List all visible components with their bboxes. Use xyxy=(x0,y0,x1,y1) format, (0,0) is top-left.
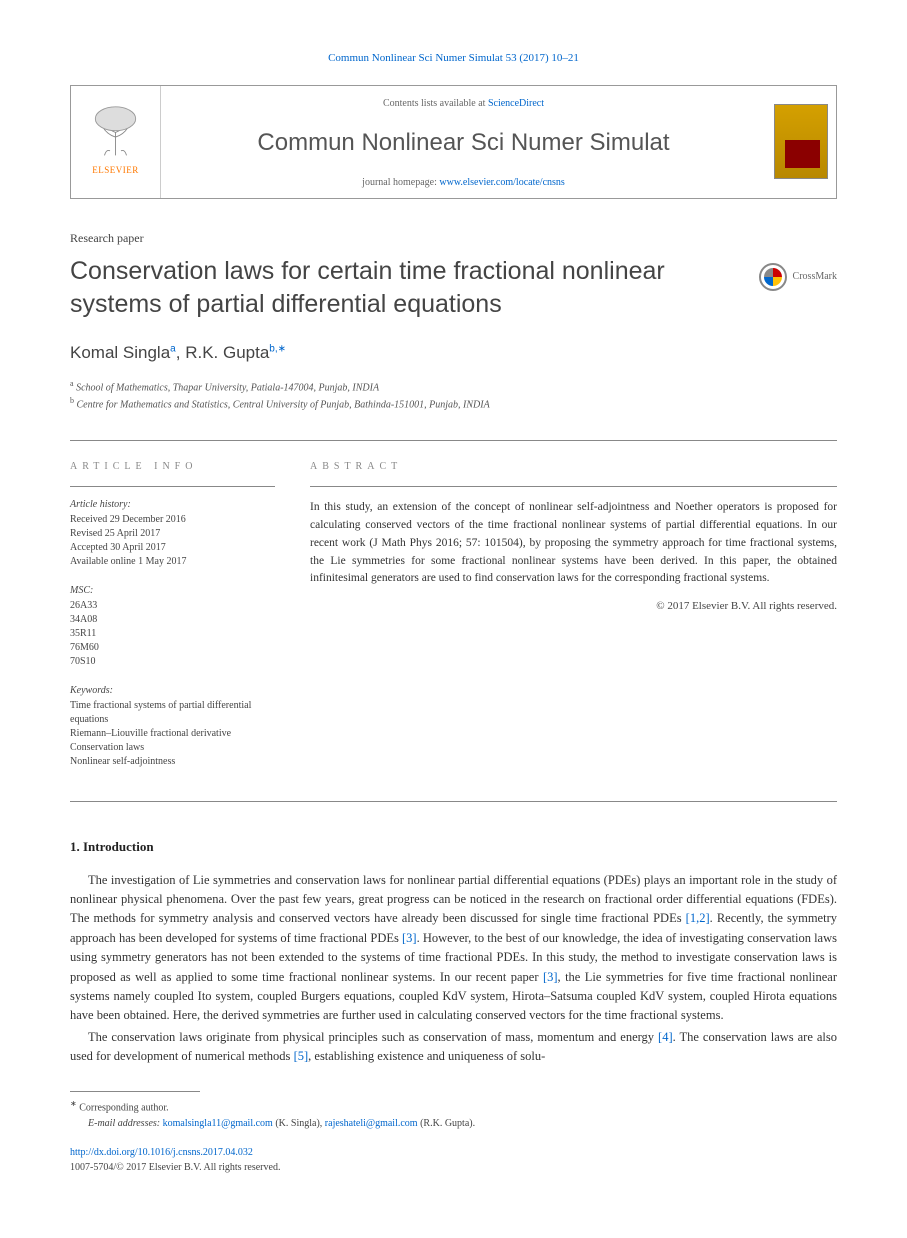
journal-header: ELSEVIER Contents lists available at Sci… xyxy=(70,85,837,199)
body-paragraph-1: The investigation of Lie symmetries and … xyxy=(70,871,837,1026)
top-rule xyxy=(70,440,837,441)
footnotes: ∗ Corresponding author. E-mail addresses… xyxy=(70,1098,837,1130)
footnote-rule xyxy=(70,1091,200,1092)
keyword: Conservation laws xyxy=(70,741,275,755)
corr-text: Corresponding author. xyxy=(77,1103,169,1114)
affiliations: a School of Mathematics, Thapar Universi… xyxy=(70,378,837,413)
journal-title: Commun Nonlinear Sci Numer Simulat xyxy=(171,125,756,161)
issn-copyright-line: 1007-5704/© 2017 Elsevier B.V. All right… xyxy=(70,1160,837,1175)
history-accepted: Accepted 30 April 2017 xyxy=(70,541,275,555)
msc-code: 34A08 xyxy=(70,613,275,627)
body-paragraph-2: The conservation laws originate from phy… xyxy=(70,1028,837,1067)
crossmark-badge[interactable]: CrossMark xyxy=(759,263,837,291)
contents-prefix: Contents lists available at xyxy=(383,98,488,109)
citation-link[interactable]: [3] xyxy=(402,931,417,945)
email-attribution: (K. Singla), xyxy=(273,1118,325,1129)
author-email-link[interactable]: rajeshateli@gmail.com xyxy=(325,1118,418,1129)
affil-a-text: School of Mathematics, Thapar University… xyxy=(76,382,379,393)
bottom-rule xyxy=(70,801,837,802)
msc-code: 35R11 xyxy=(70,627,275,641)
msc-code: 76M60 xyxy=(70,641,275,655)
corresponding-author-note: ∗ Corresponding author. xyxy=(70,1098,837,1115)
homepage-prefix: journal homepage: xyxy=(362,177,439,188)
article-info-label: article info xyxy=(70,459,275,474)
msc-codes: MSC: 26A33 34A08 35R11 76M60 70S10 xyxy=(70,583,275,669)
citation-link[interactable]: [1,2] xyxy=(686,911,710,925)
affil-b-sup: b xyxy=(70,396,74,405)
affiliation-b: b Centre for Mathematics and Statistics,… xyxy=(70,395,837,412)
abstract-text: In this study, an extension of the conce… xyxy=(310,499,837,588)
email-addresses: E-mail addresses: komalsingla11@gmail.co… xyxy=(70,1116,837,1131)
abstract-rule xyxy=(310,486,837,487)
citation-link[interactable]: [4] xyxy=(658,1030,673,1044)
authors: Komal Singlaa, R.K. Guptab,∗ xyxy=(70,340,837,366)
affiliation-a: a School of Mathematics, Thapar Universi… xyxy=(70,378,837,395)
paper-type: Research paper xyxy=(70,229,837,247)
affil-b-text: Centre for Mathematics and Statistics, C… xyxy=(77,399,490,410)
contents-available-line: Contents lists available at ScienceDirec… xyxy=(171,96,756,111)
corr-sup: ∗ xyxy=(70,1099,77,1108)
journal-cover-thumbnail[interactable] xyxy=(766,86,836,198)
sciencedirect-link[interactable]: ScienceDirect xyxy=(488,98,544,109)
msc-code: 26A33 xyxy=(70,599,275,613)
keyword: Nonlinear self-adjointness xyxy=(70,755,275,769)
author-separator: , xyxy=(176,343,185,362)
author-2: R.K. Gupta xyxy=(185,343,269,362)
citation-link[interactable]: [3] xyxy=(543,970,558,984)
email-attribution: (R.K. Gupta). xyxy=(418,1118,476,1129)
homepage-line: journal homepage: www.elsevier.com/locat… xyxy=(171,175,756,190)
header-center: Contents lists available at ScienceDirec… xyxy=(161,86,766,198)
publisher-logo[interactable]: ELSEVIER xyxy=(71,86,161,198)
doi-link[interactable]: http://dx.doi.org/10.1016/j.cnsns.2017.0… xyxy=(70,1147,253,1158)
para-text: , establishing existence and uniqueness … xyxy=(308,1049,545,1063)
cover-image xyxy=(774,104,828,179)
info-rule xyxy=(70,486,275,487)
paper-title: Conservation laws for certain time fract… xyxy=(70,255,739,323)
history-received: Received 29 December 2016 xyxy=(70,513,275,527)
journal-reference: Commun Nonlinear Sci Numer Simulat 53 (2… xyxy=(70,50,837,67)
msc-title: MSC: xyxy=(70,583,275,598)
abstract-column: abstract In this study, an extension of … xyxy=(310,459,837,783)
article-history: Article history: Received 29 December 20… xyxy=(70,497,275,569)
elsevier-tree-icon xyxy=(88,105,143,160)
keyword: Riemann–Liouville fractional derivative xyxy=(70,727,275,741)
affil-a-sup: a xyxy=(70,379,74,388)
history-revised: Revised 25 April 2017 xyxy=(70,527,275,541)
keywords: Keywords: Time fractional systems of par… xyxy=(70,683,275,769)
section-heading-introduction: 1. Introduction xyxy=(70,837,837,857)
history-online: Available online 1 May 2017 xyxy=(70,555,275,569)
doi-block: http://dx.doi.org/10.1016/j.cnsns.2017.0… xyxy=(70,1145,837,1175)
author-2-affil-sup: b,∗ xyxy=(269,343,286,354)
author-email-link[interactable]: komalsingla11@gmail.com xyxy=(163,1118,273,1129)
crossmark-label: CrossMark xyxy=(793,269,837,284)
email-label: E-mail addresses: xyxy=(88,1118,163,1129)
author-1: Komal Singla xyxy=(70,343,170,362)
citation-link[interactable]: [5] xyxy=(294,1049,309,1063)
homepage-link[interactable]: www.elsevier.com/locate/cnsns xyxy=(439,177,564,188)
msc-code: 70S10 xyxy=(70,655,275,669)
abstract-label: abstract xyxy=(310,459,837,474)
history-title: Article history: xyxy=(70,497,275,512)
para-text: The conservation laws originate from phy… xyxy=(88,1030,658,1044)
crossmark-icon xyxy=(759,263,787,291)
keyword: Time fractional systems of partial diffe… xyxy=(70,699,275,727)
article-info-column: article info Article history: Received 2… xyxy=(70,459,275,783)
abstract-copyright: © 2017 Elsevier B.V. All rights reserved… xyxy=(310,598,837,615)
publisher-name: ELSEVIER xyxy=(92,164,139,178)
keywords-title: Keywords: xyxy=(70,683,275,698)
